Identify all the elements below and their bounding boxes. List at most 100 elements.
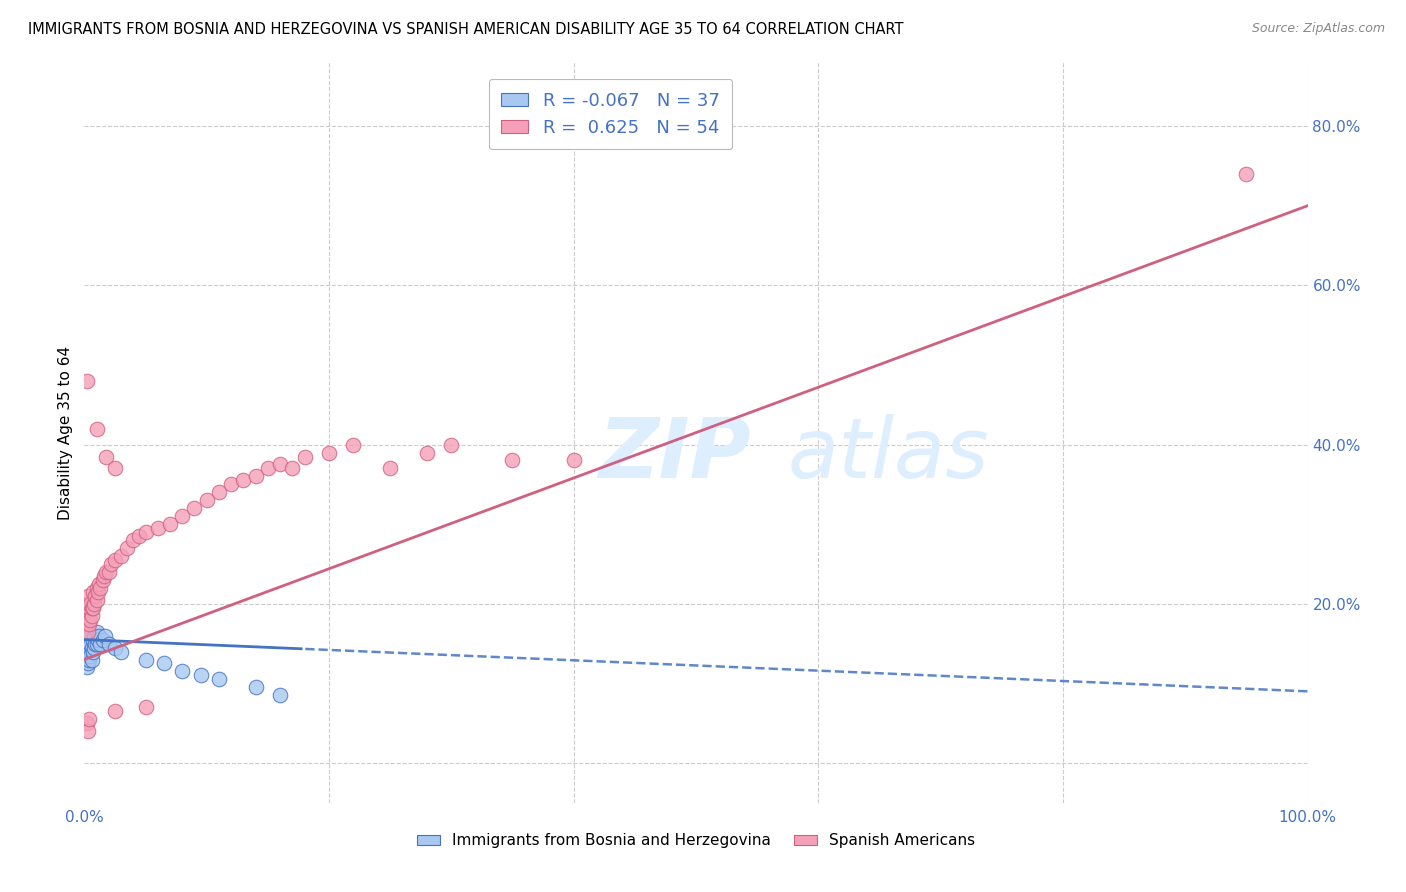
Point xyxy=(208,485,231,500)
Point xyxy=(76,613,98,627)
Point xyxy=(89,581,111,595)
Point xyxy=(245,469,267,483)
Point xyxy=(159,517,181,532)
Point xyxy=(77,724,100,739)
Point xyxy=(87,632,110,647)
Point xyxy=(76,660,98,674)
Point xyxy=(80,652,103,666)
Point xyxy=(86,581,108,595)
Point xyxy=(77,624,100,639)
Point xyxy=(342,437,364,451)
Point xyxy=(122,533,145,547)
Point xyxy=(79,613,101,627)
Point xyxy=(77,648,100,663)
Point xyxy=(76,374,98,388)
Point xyxy=(79,597,101,611)
Point xyxy=(153,657,176,671)
Point xyxy=(219,477,242,491)
Point xyxy=(83,597,105,611)
Point xyxy=(190,668,212,682)
Point xyxy=(269,689,291,703)
Point xyxy=(77,657,100,671)
Point xyxy=(97,565,120,579)
Point xyxy=(115,541,138,555)
Legend: Immigrants from Bosnia and Herzegovina, Spanish Americans: Immigrants from Bosnia and Herzegovina, … xyxy=(411,827,981,855)
Point xyxy=(87,584,110,599)
Point xyxy=(135,700,157,714)
Point xyxy=(84,637,107,651)
Point xyxy=(86,624,108,639)
Point xyxy=(183,501,205,516)
Point xyxy=(502,453,524,467)
Point xyxy=(77,629,100,643)
Point xyxy=(97,637,120,651)
Point xyxy=(77,637,100,651)
Point xyxy=(1236,167,1258,181)
Point xyxy=(75,652,97,666)
Point xyxy=(82,600,104,615)
Point xyxy=(96,565,118,579)
Point xyxy=(82,584,104,599)
Point xyxy=(86,637,108,651)
Point xyxy=(110,644,132,658)
Point xyxy=(110,549,132,563)
Point xyxy=(77,608,100,623)
Point xyxy=(80,600,103,615)
Point xyxy=(172,509,194,524)
Point xyxy=(77,589,100,603)
Point xyxy=(79,637,101,651)
Point xyxy=(128,529,150,543)
Point xyxy=(172,665,194,679)
Point xyxy=(146,521,169,535)
Point xyxy=(75,605,97,619)
Point xyxy=(82,644,104,658)
Point xyxy=(77,600,100,615)
Point xyxy=(440,437,463,451)
Point xyxy=(91,573,114,587)
Point xyxy=(86,592,108,607)
Point xyxy=(84,589,107,603)
Point xyxy=(269,458,291,472)
Point xyxy=(77,652,100,666)
Point xyxy=(135,525,157,540)
Point xyxy=(257,461,280,475)
Point xyxy=(104,553,127,567)
Point xyxy=(104,704,127,718)
Point xyxy=(380,461,402,475)
Point xyxy=(232,474,254,488)
Point xyxy=(416,445,439,459)
Point xyxy=(104,640,127,655)
Point xyxy=(294,450,316,464)
Y-axis label: Disability Age 35 to 64: Disability Age 35 to 64 xyxy=(58,345,73,520)
Point xyxy=(80,608,103,623)
Point xyxy=(77,640,100,655)
Point xyxy=(100,557,122,571)
Text: Source: ZipAtlas.com: Source: ZipAtlas.com xyxy=(1251,22,1385,36)
Point xyxy=(96,450,118,464)
Point xyxy=(94,629,117,643)
Point xyxy=(87,577,110,591)
Point xyxy=(195,493,218,508)
Point xyxy=(77,616,100,631)
Text: atlas: atlas xyxy=(787,414,990,495)
Point xyxy=(75,616,97,631)
Point xyxy=(75,640,97,655)
Point xyxy=(82,632,104,647)
Point xyxy=(91,632,114,647)
Point xyxy=(89,637,111,651)
Point xyxy=(76,597,98,611)
Point xyxy=(104,461,127,475)
Point xyxy=(562,453,585,467)
Text: ZIP: ZIP xyxy=(598,414,751,495)
Point xyxy=(93,569,115,583)
Point xyxy=(87,629,110,643)
Point xyxy=(135,652,157,666)
Point xyxy=(86,422,108,436)
Point xyxy=(83,629,105,643)
Point xyxy=(77,712,100,726)
Point xyxy=(79,648,101,663)
Point xyxy=(83,640,105,655)
Point xyxy=(318,445,340,459)
Point xyxy=(245,681,267,695)
Point xyxy=(208,673,231,687)
